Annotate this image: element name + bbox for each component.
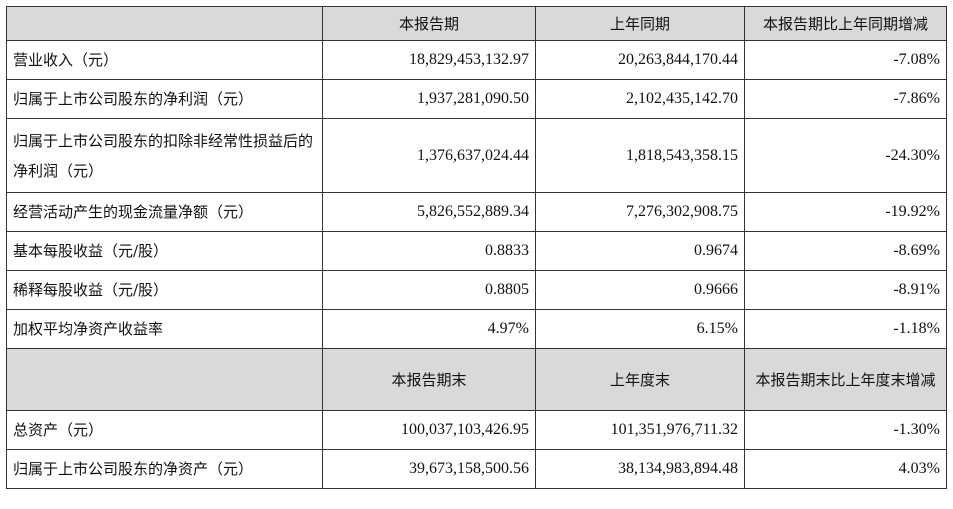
table-row: 经营活动产生的现金流量净额（元） 5,826,552,889.34 7,276,… — [6, 192, 947, 232]
header-row-period: 本报告期 上年同期 本报告期比上年同期增减 — [6, 6, 947, 41]
row-label: 营业收入（元） — [6, 40, 323, 80]
current-value: 39,673,158,500.56 — [322, 449, 536, 489]
row-label: 基本每股收益（元/股） — [6, 231, 323, 271]
change-value: -24.30% — [744, 118, 947, 193]
table-row: 归属于上市公司股东的扣除非经常性损益后的净利润（元） 1,376,637,024… — [6, 118, 947, 193]
prior-value: 0.9674 — [535, 231, 745, 271]
prior-value: 38,134,983,894.48 — [535, 449, 745, 489]
prior-value: 20,263,844,170.44 — [535, 40, 745, 80]
row-label: 加权平均净资产收益率 — [6, 309, 323, 349]
header-period-change: 本报告期比上年同期增减 — [744, 6, 947, 41]
current-value: 1,376,637,024.44 — [322, 118, 536, 193]
table-row: 基本每股收益（元/股） 0.8833 0.9674 -8.69% — [6, 231, 947, 271]
change-value: -19.92% — [744, 192, 947, 232]
table-row: 稀释每股收益（元/股） 0.8805 0.9666 -8.91% — [6, 270, 947, 310]
financial-summary-table: 本报告期 上年同期 本报告期比上年同期增减 营业收入（元） 18,829,453… — [6, 6, 947, 489]
current-value: 4.97% — [322, 309, 536, 349]
header-prior-year-end: 上年度末 — [535, 348, 745, 411]
change-value: -7.08% — [744, 40, 947, 80]
header-prior-period: 上年同期 — [535, 6, 745, 41]
table-row: 加权平均净资产收益率 4.97% 6.15% -1.18% — [6, 309, 947, 349]
current-value: 18,829,453,132.97 — [322, 40, 536, 80]
row-label: 总资产（元） — [6, 410, 323, 450]
table-row: 总资产（元） 100,037,103,426.95 101,351,976,71… — [6, 410, 947, 450]
row-label: 归属于上市公司股东的净资产（元） — [6, 449, 323, 489]
row-label: 归属于上市公司股东的净利润（元） — [6, 79, 323, 119]
change-value: -7.86% — [744, 79, 947, 119]
prior-value: 2,102,435,142.70 — [535, 79, 745, 119]
current-value: 0.8805 — [322, 270, 536, 310]
prior-value: 0.9666 — [535, 270, 745, 310]
prior-value: 1,818,543,358.15 — [535, 118, 745, 193]
table-row: 归属于上市公司股东的净利润（元） 1,937,281,090.50 2,102,… — [6, 79, 947, 119]
current-value: 5,826,552,889.34 — [322, 192, 536, 232]
header-empty-cell — [6, 6, 323, 41]
row-label: 稀释每股收益（元/股） — [6, 270, 323, 310]
change-value: 4.03% — [744, 449, 947, 489]
current-value: 0.8833 — [322, 231, 536, 271]
row-label: 经营活动产生的现金流量净额（元） — [6, 192, 323, 232]
table-row: 归属于上市公司股东的净资产（元） 39,673,158,500.56 38,13… — [6, 449, 947, 489]
current-value: 1,937,281,090.50 — [322, 79, 536, 119]
table-row: 营业收入（元） 18,829,453,132.97 20,263,844,170… — [6, 40, 947, 80]
prior-value: 101,351,976,711.32 — [535, 410, 745, 450]
header-empty-cell — [6, 348, 323, 411]
prior-value: 6.15% — [535, 309, 745, 349]
prior-value: 7,276,302,908.75 — [535, 192, 745, 232]
change-value: -1.18% — [744, 309, 947, 349]
header-period-end-change: 本报告期末比上年度末增减 — [744, 348, 947, 411]
change-value: -1.30% — [744, 410, 947, 450]
header-current-period-end: 本报告期末 — [322, 348, 536, 411]
header-row-period-end: 本报告期末 上年度末 本报告期末比上年度末增减 — [6, 348, 947, 411]
row-label: 归属于上市公司股东的扣除非经常性损益后的净利润（元） — [6, 118, 323, 193]
change-value: -8.69% — [744, 231, 947, 271]
change-value: -8.91% — [744, 270, 947, 310]
current-value: 100,037,103,426.95 — [322, 410, 536, 450]
header-current-period: 本报告期 — [322, 6, 536, 41]
